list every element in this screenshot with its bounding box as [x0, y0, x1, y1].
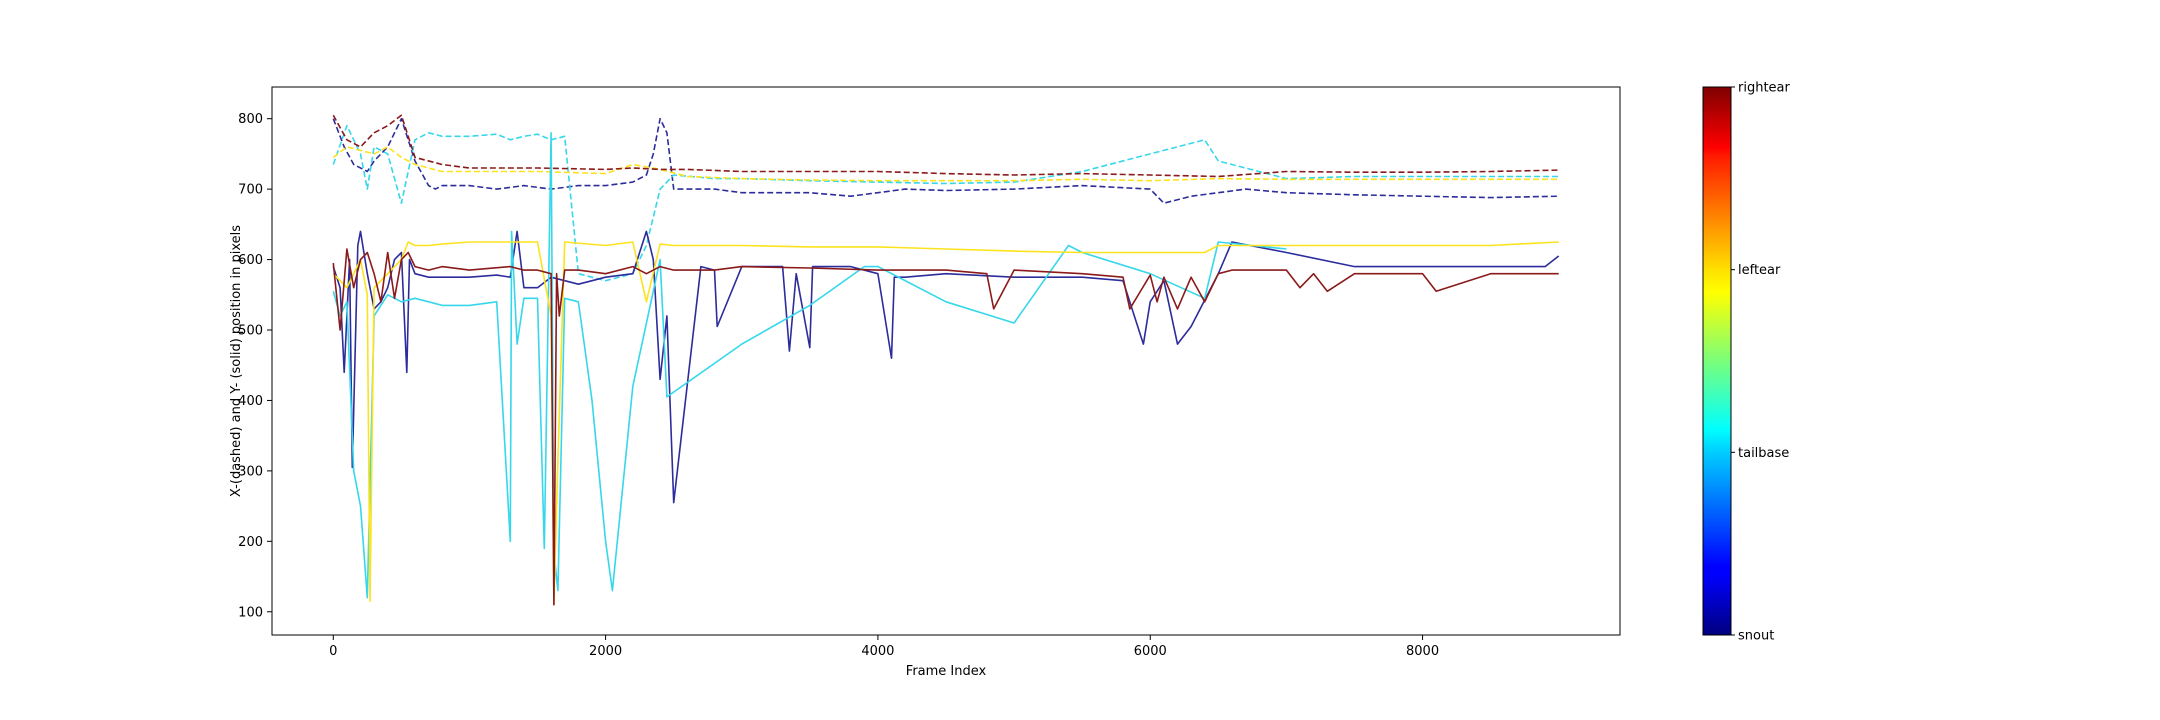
y-tick-label: 300 [238, 464, 263, 479]
y-tick-label: 800 [238, 112, 263, 127]
y-tick-label: 600 [238, 253, 263, 268]
colorbar [1702, 86, 1732, 636]
x-position-line-0 [332, 117, 1559, 204]
plot-lines [332, 114, 1560, 606]
x-tick-label: 6000 [1134, 644, 1167, 659]
colorbar-label-tailbase: tailbase [1738, 446, 1789, 461]
y-axis: 100 200 300 400 500 600 700 800 [238, 112, 272, 620]
x-axis: 0 2000 4000 6000 8000 [329, 635, 1439, 659]
colorbar-ticks: snout tailbase leftear rightear [1731, 81, 1791, 644]
y-tick-label: 400 [238, 394, 263, 409]
colorbar-label-snout: snout [1738, 629, 1774, 644]
y-position-line-6 [332, 241, 1559, 606]
y-position-line-5 [332, 132, 1287, 599]
y-tick-label: 100 [238, 605, 263, 620]
y-position-line-7 [332, 248, 1559, 606]
plot-frame [271, 86, 1621, 636]
colorbar-label-leftear: leftear [1738, 263, 1781, 278]
y-position-line-4 [332, 230, 1560, 504]
y-tick-label: 500 [238, 324, 263, 339]
x-tick-label: 0 [329, 644, 337, 659]
x-tick-label: 2000 [589, 644, 622, 659]
x-tick-label: 8000 [1406, 644, 1439, 659]
colorbar-label-rightear: rightear [1738, 81, 1791, 96]
x-position-line-2 [332, 146, 1559, 182]
x-position-line-1 [332, 124, 1559, 282]
y-tick-label: 200 [238, 535, 263, 550]
y-tick-label: 700 [238, 183, 263, 198]
x-position-line-3 [332, 114, 1559, 178]
x-tick-label: 4000 [861, 644, 894, 659]
x-axis-label: Frame Index [906, 664, 987, 679]
y-axis-label: X-(dashed) and Y- (solid) position in pi… [229, 225, 244, 497]
